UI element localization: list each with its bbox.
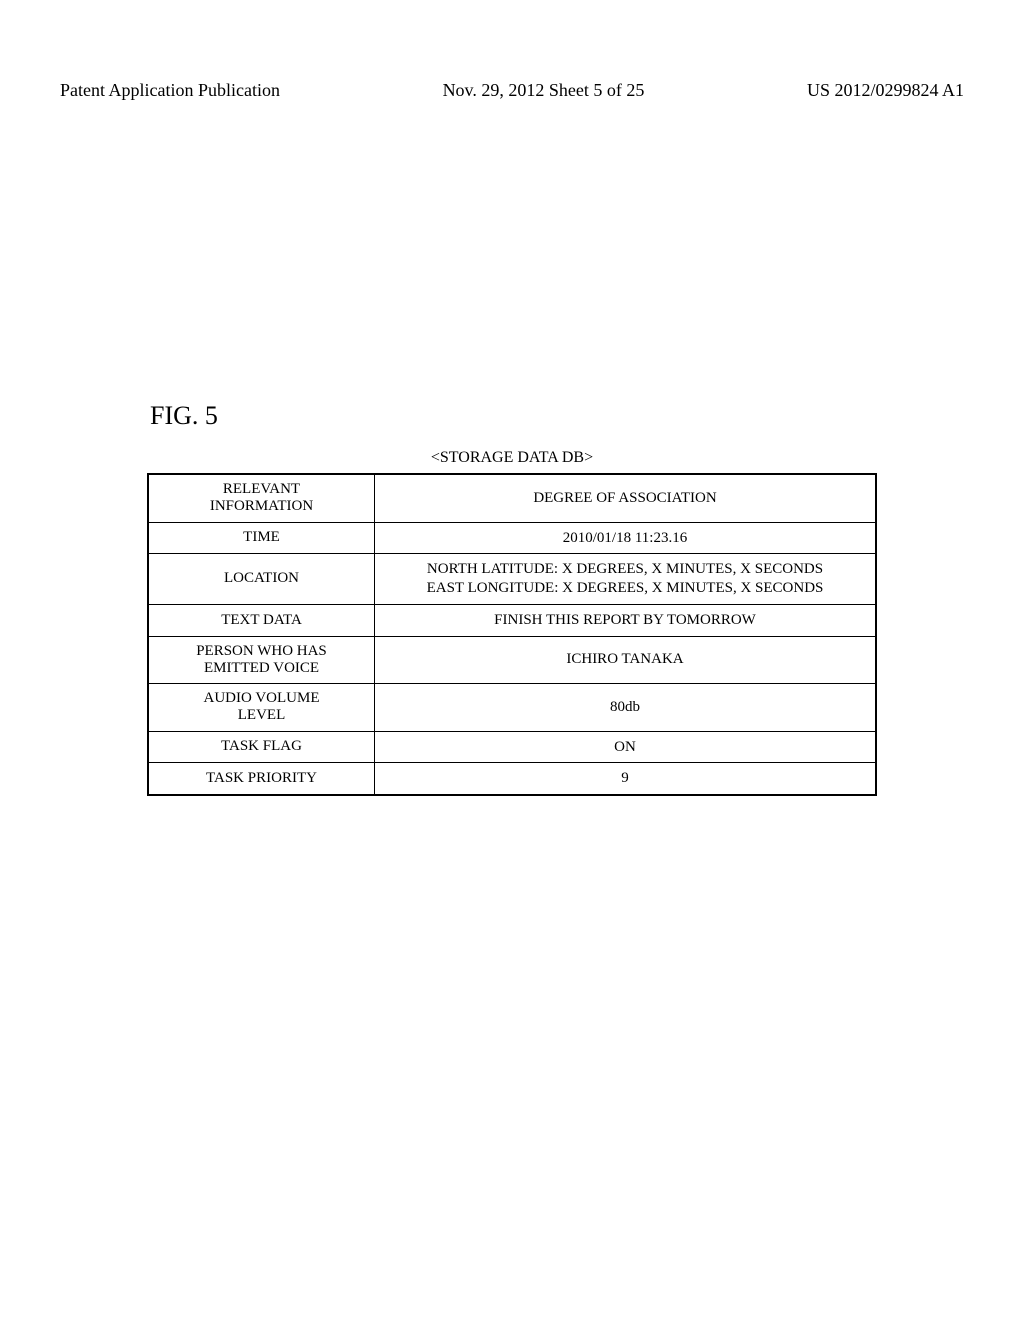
table-row: PERSON WHO HAS EMITTED VOICE ICHIRO TANA… (148, 636, 876, 684)
row-value-textdata: FINISH THIS REPORT BY TOMORROW (375, 604, 877, 636)
row-label-taskflag: TASK FLAG (148, 731, 375, 763)
table-row: TASK PRIORITY 9 (148, 763, 876, 795)
table-header-left: RELEVANT INFORMATION (148, 474, 375, 522)
storage-data-table: RELEVANT INFORMATION DEGREE OF ASSOCIATI… (147, 473, 877, 796)
table-row: TEXT DATA FINISH THIS REPORT BY TOMORROW (148, 604, 876, 636)
row-value-person: ICHIRO TANAKA (375, 636, 877, 684)
row-label-location: LOCATION (148, 554, 375, 605)
figure-label: FIG. 5 (150, 401, 964, 431)
table-row: TIME 2010/01/18 11:23.16 (148, 522, 876, 554)
table-row: LOCATION NORTH LATITUDE: X DEGREES, X MI… (148, 554, 876, 605)
row-value-priority: 9 (375, 763, 877, 795)
page-header: Patent Application Publication Nov. 29, … (60, 80, 964, 101)
row-label-textdata: TEXT DATA (148, 604, 375, 636)
row-label-volume: AUDIO VOLUME LEVEL (148, 684, 375, 732)
header-publication-label: Patent Application Publication (60, 80, 280, 101)
row-value-volume: 80db (375, 684, 877, 732)
table-header-row: RELEVANT INFORMATION DEGREE OF ASSOCIATI… (148, 474, 876, 522)
table-header-right: DEGREE OF ASSOCIATION (375, 474, 877, 522)
row-label-priority: TASK PRIORITY (148, 763, 375, 795)
table-row: AUDIO VOLUME LEVEL 80db (148, 684, 876, 732)
page-container: Patent Application Publication Nov. 29, … (0, 0, 1024, 1320)
row-value-time: 2010/01/18 11:23.16 (375, 522, 877, 554)
table-title: <STORAGE DATA DB> (60, 449, 964, 467)
row-value-location: NORTH LATITUDE: X DEGREES, X MINUTES, X … (375, 554, 877, 605)
header-date-sheet: Nov. 29, 2012 Sheet 5 of 25 (443, 80, 645, 101)
row-label-time: TIME (148, 522, 375, 554)
table-row: TASK FLAG ON (148, 731, 876, 763)
header-doc-number: US 2012/0299824 A1 (807, 80, 964, 101)
row-label-person: PERSON WHO HAS EMITTED VOICE (148, 636, 375, 684)
row-value-taskflag: ON (375, 731, 877, 763)
